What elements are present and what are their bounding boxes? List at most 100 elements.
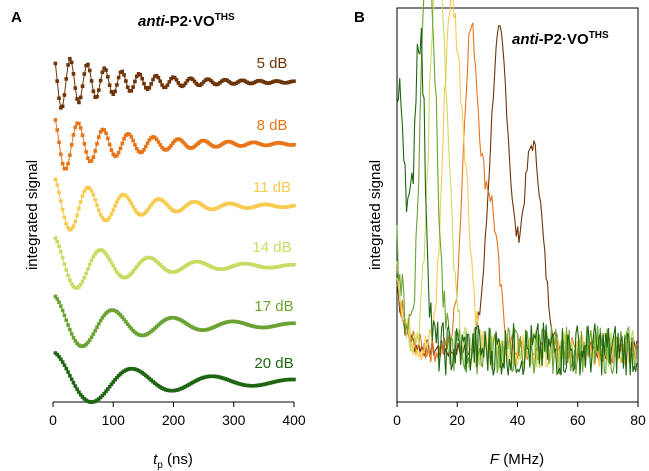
data-point [68, 278, 72, 283]
data-point [122, 73, 126, 77]
data-point [200, 376, 204, 380]
data-point [82, 72, 87, 76]
data-point [134, 210, 139, 214]
data-point [190, 77, 195, 82]
data-point [167, 80, 172, 84]
compound-mid: -P2·VO [539, 31, 589, 48]
data-point [80, 194, 85, 198]
data-point [265, 202, 269, 207]
data-point [205, 327, 210, 332]
data-point [259, 79, 264, 83]
data-point [149, 82, 154, 86]
x-tick-label: 200 [162, 412, 186, 428]
data-point [84, 150, 88, 154]
data-point [171, 270, 175, 274]
data-point [171, 141, 175, 145]
data-point [192, 199, 197, 204]
data-point [142, 372, 146, 376]
data-point [183, 384, 188, 389]
panel-b-letter: B [354, 9, 365, 26]
data-point [145, 332, 150, 336]
data-point [116, 311, 121, 316]
data-point [84, 342, 88, 347]
series-line-17-dB [396, 0, 638, 375]
panel-a: A anti-P2·VOTHS integrated signal 0 100 20… [11, 9, 306, 471]
data-point [281, 378, 285, 382]
data-point [84, 63, 88, 68]
compound-sup: THS [589, 30, 609, 41]
data-point [109, 260, 114, 265]
data-point [284, 142, 289, 147]
data-point [91, 400, 96, 404]
data-point [143, 85, 148, 90]
x-tick-label: 300 [222, 412, 246, 428]
data-point [189, 200, 193, 205]
data-point [87, 186, 92, 191]
data-point [158, 79, 163, 84]
data-point [256, 79, 260, 83]
data-point [284, 321, 289, 326]
data-point [176, 209, 181, 214]
data-point [131, 85, 135, 89]
data-point [205, 77, 210, 81]
data-point [187, 76, 191, 81]
data-point [131, 367, 135, 371]
data-point [178, 208, 182, 213]
data-point [133, 367, 137, 371]
data-point [230, 264, 235, 269]
data-point [192, 79, 197, 84]
data-point [234, 381, 238, 385]
data-point [290, 79, 294, 84]
data-point [109, 148, 114, 152]
data-point [286, 377, 291, 382]
data-point [198, 377, 202, 381]
data-point [165, 203, 170, 208]
data-point [268, 80, 273, 85]
data-point [227, 79, 231, 84]
data-point [236, 262, 240, 267]
data-point [277, 264, 282, 269]
data-point [151, 135, 155, 139]
data-point [59, 304, 63, 308]
data-point [228, 81, 233, 85]
data-point [227, 319, 231, 324]
data-point [109, 382, 114, 387]
data-point [272, 380, 276, 384]
data-point [104, 389, 108, 394]
data-point [219, 142, 224, 147]
data-point [288, 143, 293, 147]
data-point [207, 327, 211, 331]
data-point [234, 263, 238, 267]
data-point [268, 142, 273, 147]
data-point [284, 263, 289, 268]
data-point [203, 375, 208, 379]
data-point [59, 152, 63, 157]
data-point [275, 79, 280, 83]
data-point [216, 375, 220, 379]
data-point [87, 159, 92, 164]
data-point [96, 322, 101, 326]
data-point [221, 267, 226, 271]
data-point [234, 319, 238, 324]
data-point [178, 387, 182, 391]
data-point [196, 327, 201, 332]
data-point [60, 255, 65, 260]
data-point [86, 267, 90, 271]
data-point [241, 143, 246, 148]
data-point [106, 74, 110, 79]
data-point [98, 395, 103, 400]
data-point [218, 81, 222, 85]
data-point [149, 203, 154, 207]
data-point [283, 142, 287, 146]
data-point [263, 80, 267, 85]
data-point [115, 310, 119, 314]
data-point [134, 264, 139, 269]
data-point [77, 121, 81, 126]
data-point [162, 199, 166, 204]
data-point [277, 378, 282, 383]
data-point [252, 205, 257, 209]
data-point [120, 69, 125, 74]
data-point [223, 202, 228, 206]
data-point [95, 203, 99, 207]
data-point [288, 204, 293, 209]
